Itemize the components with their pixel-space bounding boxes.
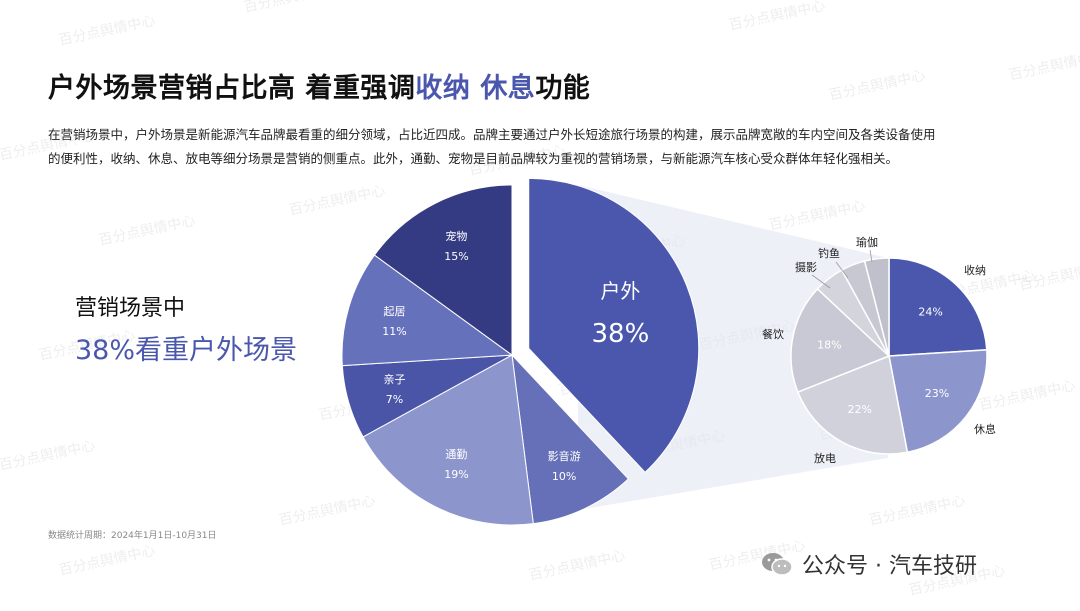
leader-line-1 — [811, 274, 831, 289]
main-pie-slice-2 — [511, 353, 630, 525]
main-pie-value-1: 38% — [592, 319, 650, 349]
main-pie-value-2: 10% — [552, 470, 576, 483]
main-pie-label-1: 户外 — [600, 279, 640, 303]
main-pie-label-4: 亲子 — [383, 372, 405, 386]
wechat-icon — [762, 553, 793, 576]
main-pie-label-3: 通勤 — [445, 448, 467, 461]
main-pie-slice-1 — [528, 177, 700, 474]
main-pie-label-5: 起居 — [383, 305, 405, 318]
description-paragraph: 在营销场景中，户外场景是新能源汽车品牌最看重的细分领域，占比近四成。品牌主要通过… — [48, 123, 1038, 171]
main-pie-value-5: 11% — [382, 325, 406, 338]
leader-line-2 — [835, 261, 849, 279]
main-pie-value-4: 7% — [386, 393, 403, 406]
title-highlight-rest: 休息 — [480, 73, 536, 104]
data-period-footnote: 数据统计周期：2024年1月1日-10月31日 — [48, 531, 217, 541]
detail-pie-value-2: 23% — [925, 387, 949, 400]
detail-pie-slice-1 — [888, 257, 988, 357]
description-line-2: 的便利性，收纳、休息、放电等细分场景是营销的侧重点。此外，通勤、宠物是目前品牌较… — [48, 151, 899, 166]
leader-line-3 — [869, 249, 873, 263]
detail-pie-slice-7 — [863, 257, 890, 357]
main-pie-value-3: 19% — [444, 468, 468, 481]
main-pie-slice-5 — [341, 254, 514, 367]
brand-text: 公众号 · 汽车技研 — [802, 554, 977, 579]
detail-pie-label-3: 放电 — [814, 451, 836, 465]
detail-pie-slice-3 — [796, 354, 909, 455]
detail-pie-label-7: 瑜伽 — [856, 235, 878, 249]
detail-pie-slice-4 — [790, 287, 891, 394]
detail-pie-label-4: 餐饮 — [762, 327, 784, 341]
sidebar-highlight: 38%看重户外场景 — [75, 335, 298, 366]
brand-signature: 公众号 · 汽车技研 — [760, 548, 977, 580]
main-pie-slice-6 — [373, 184, 513, 356]
detail-pie-value-1: 24% — [918, 306, 942, 319]
main-pie-value-6: 15% — [444, 250, 468, 263]
main-pie-label-2: 影音游 — [548, 449, 581, 463]
main-pie-label-6: 宠物 — [445, 229, 467, 243]
detail-pie-label-1: 收纳 — [964, 263, 986, 277]
detail-pie-value-4: 18% — [817, 339, 841, 352]
sidebar-caption: 营销场景中 — [75, 296, 186, 321]
detail-pie-label-5: 摄影 — [795, 260, 817, 274]
description-line-1: 在营销场景中，户外场景是新能源汽车品牌最看重的细分领域，占比近四成。品牌主要通过… — [48, 127, 936, 142]
title-highlight-storage: 收纳 — [415, 73, 471, 104]
page-title: 户外场景营销占比高 着重强调收纳 休息功能 — [48, 73, 591, 104]
main-pie-slice-3 — [362, 354, 534, 526]
detail-pie-value-3: 22% — [848, 403, 872, 416]
detail-pie-label-2: 休息 — [974, 422, 996, 436]
detail-pie-slice-2 — [888, 349, 988, 454]
detail-pie-label-6: 钓鱼 — [818, 246, 840, 260]
